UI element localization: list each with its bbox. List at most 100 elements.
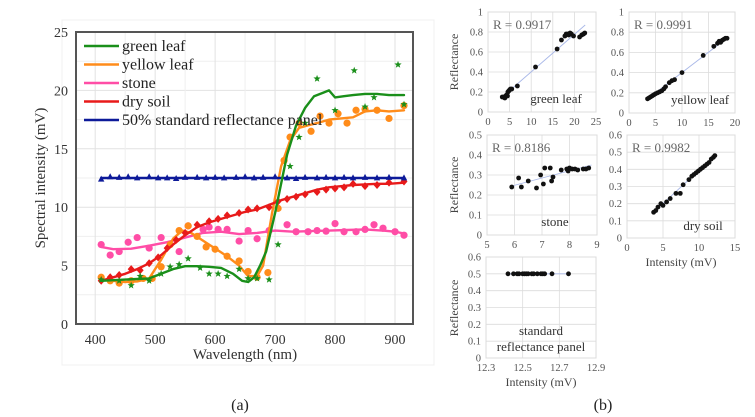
correlation-label: R = 0.8186 [492,140,551,155]
point-stone [199,225,207,233]
data-point [660,202,666,208]
y-tick-label: 0.2 [469,191,482,202]
data-point [679,70,685,75]
x-tick-label: 5 [653,118,658,129]
y-tick-label: 0.6 [611,48,624,59]
point-green-leaf [361,102,369,110]
y-tick-label: 0.2 [609,199,622,210]
point-green-leaf [196,264,204,272]
point-50-standard-reflectance-panel [259,173,267,180]
data-point [559,37,564,43]
y-tick-label: 0.2 [468,320,481,331]
point-dry-soil [340,183,348,192]
point-green-leaf [253,274,261,282]
data-point [700,53,706,58]
point-dry-soil [283,195,291,204]
point-50-standard-reflectance-panel [193,173,201,180]
scatter-plot-stone: 0 0.1 0.2 0.3 0.4 0.5 5 6 7 8 9 R = 0.8186 stone Refl… [447,131,600,252]
point-stone [97,240,105,249]
y-tick-label: 0.6 [468,253,481,264]
x-tick-label: 12.5 [513,363,531,374]
x-tick-label: 700 [265,333,286,348]
point-50-standard-reflectance-panel [124,173,132,180]
x-tick-label: 8 [567,240,572,251]
point-stone [157,233,165,242]
point-green-leaf [265,275,273,283]
x-tick-label: 600 [205,333,226,348]
x-tick-label: 10 [526,117,537,128]
data-point [554,46,560,52]
x-tick-label: 5 [660,243,665,254]
point-dry-soil [154,253,162,262]
point-yellow-leaf [202,243,210,251]
point-dry-soil [373,181,381,190]
x-axis-label: Intensity (mV) [646,255,717,269]
x-tick-label: 20 [569,117,580,128]
spectral-intensity-chart: 400 500 600 700 800 900 0 5 10 15 20 25 Wavelength … [33,19,435,366]
y-tick-label: 0.2 [470,88,483,99]
y-tick-label: 0.3 [609,182,622,193]
point-yellow-leaf [361,105,369,113]
data-point [582,30,588,36]
x-tick-label: 10 [677,118,688,129]
y-tick-label: 1 [478,8,483,19]
point-stone [253,235,261,243]
legend-label-yellow-leaf: yellow leaf [122,57,194,74]
point-dry-soil [253,204,261,213]
point-50-standard-reflectance-panel [163,174,171,181]
point-stone [340,228,348,236]
data-point [518,184,524,190]
data-point [586,165,592,171]
legend-label-green-leaf: green leaf [122,38,186,55]
point-green-leaf [301,119,309,127]
point-green-leaf [214,269,222,277]
point-50-standard-reflectance-panel [97,175,105,182]
point-50-standard-reflectance-panel [202,174,210,181]
y-axis-label: Spectral intensity (mV) [33,108,49,249]
point-green-leaf [313,74,321,82]
point-dry-soil [136,266,144,275]
point-dry-soil [193,220,201,229]
point-stone [391,228,399,236]
y-tick-label: 0.6 [470,48,483,59]
point-yellow-leaf [325,119,333,127]
x-tick-label: 500 [145,333,166,348]
y-tick-label: 0.6 [609,131,622,142]
y-tick-label: 0 [619,109,624,120]
point-green-leaf [145,276,153,284]
sample-name-label: stone [541,214,569,229]
point-dry-soil [145,259,153,268]
data-point [514,83,520,89]
x-tick-label: 25 [591,117,602,128]
point-50-standard-reflectance-panel [232,173,240,180]
data-point [509,184,515,190]
point-dry-soil [172,235,180,244]
x-tick-label: 12.7 [550,363,568,374]
point-green-leaf [350,66,358,74]
point-dry-soil [181,228,189,237]
data-point [547,165,553,171]
data-point [549,271,555,277]
point-50-standard-reflectance-panel [283,174,291,181]
y-tick-label: 0.3 [468,303,481,314]
point-stone [133,233,141,242]
sample-name-label: yellow leaf [671,92,730,107]
point-yellow-leaf [235,257,243,265]
y-tick-label: 0.4 [468,286,482,297]
x-tick-label: 12.9 [587,363,605,374]
data-point [712,153,718,159]
y-axis-label: Reflectance [447,280,461,337]
data-point [566,271,571,277]
point-green-leaf [235,265,243,273]
y-tick-label: 0 [477,231,482,242]
point-yellow-leaf [211,245,219,253]
point-50-standard-reflectance-panel [133,174,141,181]
sample-name-label: green leaf [530,91,582,106]
data-point [706,160,712,165]
point-dry-soil [205,217,213,226]
y-axis-label: Reflectance [447,157,461,214]
y-tick-label: 0.1 [468,337,481,348]
sample-name-label: standard [519,323,564,338]
plot-frame [75,31,414,325]
point-dry-soil [349,179,357,188]
